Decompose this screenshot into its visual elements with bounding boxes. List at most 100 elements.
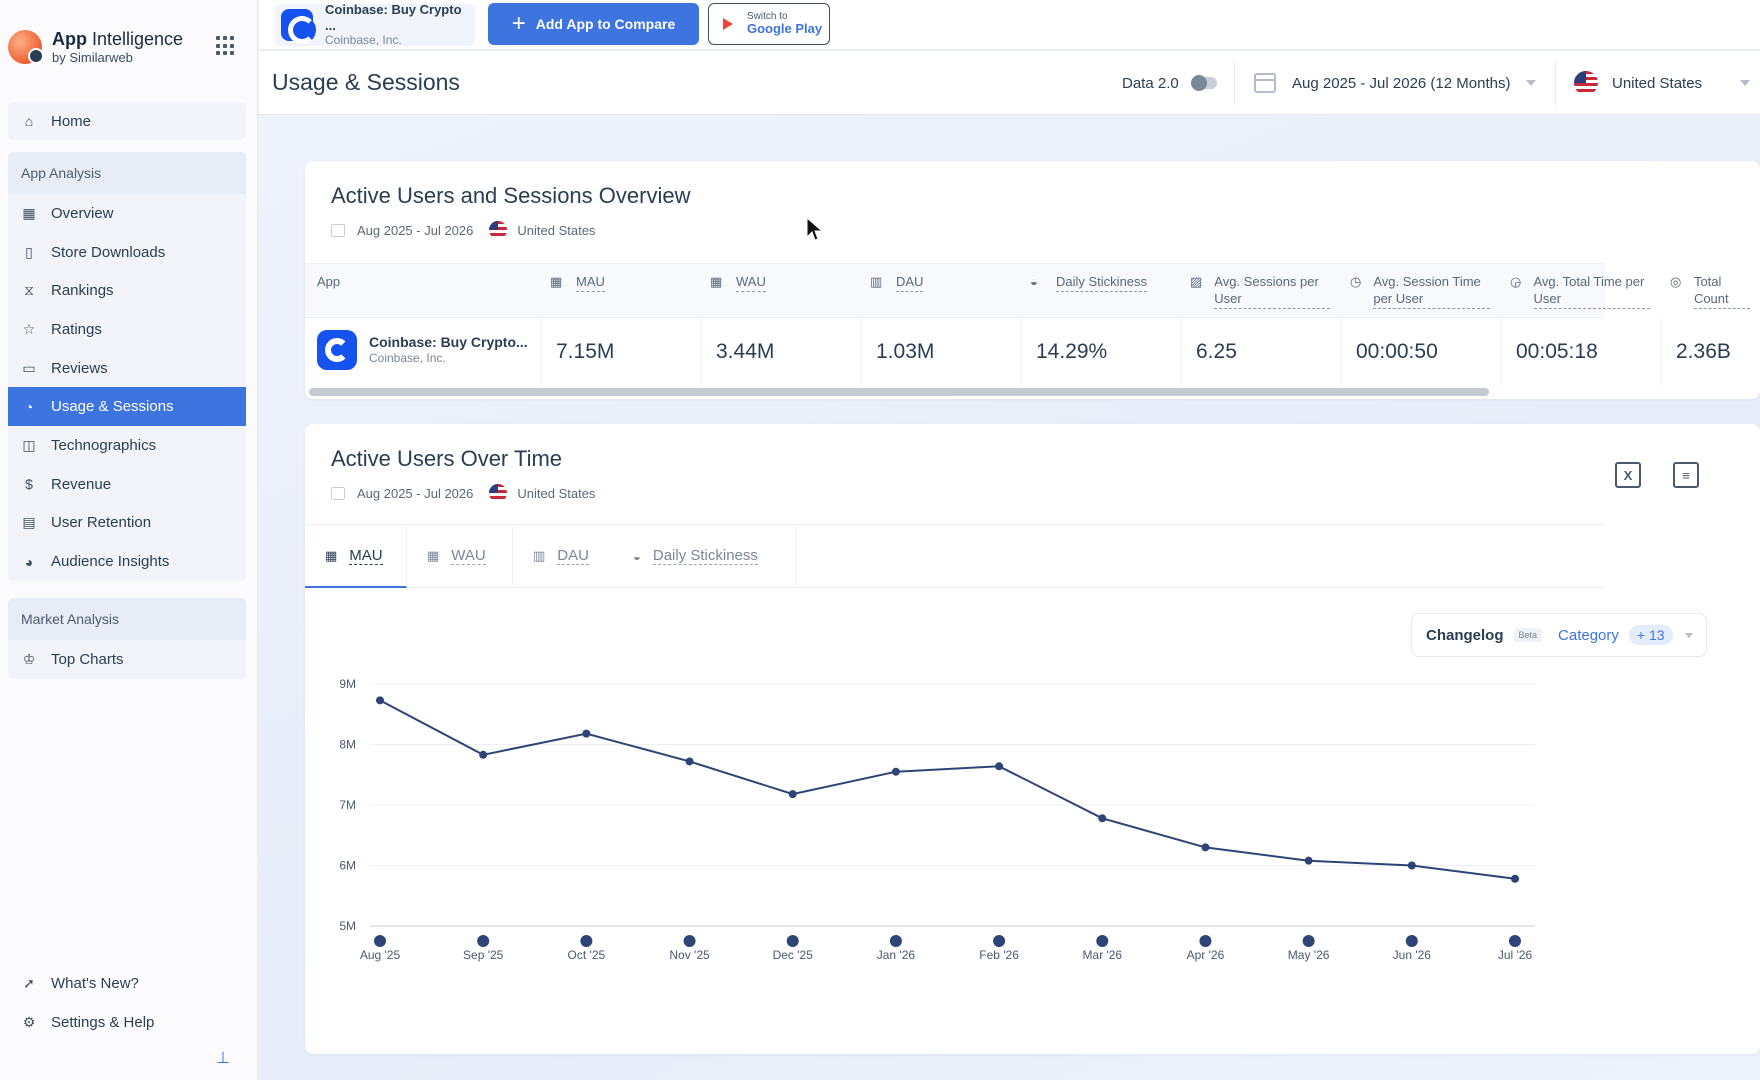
data-2-toggle[interactable]: Data 2.0	[1122, 51, 1217, 115]
selected-app-chip[interactable]: Coinbase: Buy Crypto ... Coinbase, Inc.	[275, 2, 475, 47]
market-analysis-header: Market Analysis	[8, 598, 246, 640]
metric-tabs: ▦ MAU ▦ WAU ▥ DAU ◒ Daily Stickiness	[305, 524, 1605, 588]
cell-daily-stickiness: 14.29%	[1021, 318, 1181, 386]
sidebar-item-audience-insights[interactable]: ◕ Audience Insights	[8, 542, 246, 581]
col-dau[interactable]: ▥ DAU	[870, 274, 924, 292]
active-users-card: Active Users Over Time Aug 2025 - Jul 20…	[305, 424, 1760, 1054]
dollar-icon: $	[25, 476, 33, 493]
overview-card: Active Users and Sessions Overview Aug 2…	[305, 161, 1760, 399]
data-point	[582, 729, 591, 738]
sidebar-item-whats-new[interactable]: ➚ What's New?	[8, 964, 246, 1003]
sidebar-item-ratings[interactable]: ☆ Ratings	[8, 310, 246, 349]
sidebar-item-label: Overview	[51, 204, 114, 222]
x-tick-label: May '26	[1288, 948, 1330, 962]
plus-icon: +	[511, 10, 526, 37]
sidebar-item-reviews[interactable]: ▭ Reviews	[8, 349, 246, 388]
data-point	[1304, 856, 1313, 865]
add-app-to-compare-button[interactable]: + Add App to Compare	[488, 3, 699, 45]
x-tick-label: Apr '26	[1187, 948, 1225, 962]
sidebar-item-store-downloads[interactable]: ▯ Store Downloads	[8, 233, 246, 272]
gear-icon: ⚙	[22, 1013, 36, 1030]
sidebar-item-top-charts[interactable]: ♔ Top Charts	[8, 640, 246, 679]
overview-app-cell[interactable]: Coinbase: Buy Crypto... Coinbase, Inc.	[317, 330, 528, 370]
app-analysis-header: App Analysis	[8, 152, 246, 194]
col-daily-stickiness[interactable]: ◒ Daily Stickiness	[1030, 274, 1148, 292]
sidebar-item-usage-sessions[interactable]: ◔ Usage & Sessions	[8, 387, 246, 427]
calendar-icon	[331, 223, 345, 237]
changelog-marker	[477, 935, 490, 947]
toggle-switch[interactable]	[1190, 75, 1217, 91]
tab-dau[interactable]: ▥ DAU	[533, 547, 589, 565]
cell-avg-sessions: 6.25	[1181, 318, 1341, 386]
col-app: App	[317, 274, 341, 289]
sidebar-item-overview[interactable]: ▦ Overview	[8, 194, 246, 233]
changelog-label: Changelog	[1426, 626, 1504, 644]
reviews-icon: ▭	[22, 359, 36, 376]
sidebar-item-label: Technographics	[51, 436, 157, 454]
app-name: Coinbase: Buy Crypto ...	[325, 2, 462, 33]
col-avg-session-time[interactable]: ◷ Avg. Session Time per User	[1350, 274, 1490, 309]
data-point	[685, 757, 694, 766]
market-analysis-group: Market Analysis ♔ Top Charts	[8, 598, 246, 679]
apps-grid-icon[interactable]	[216, 36, 236, 56]
category-label[interactable]: Category	[1558, 626, 1619, 644]
stickiness-icon: ◒	[1030, 274, 1038, 289]
tab-mau[interactable]: ▦ MAU	[305, 525, 407, 588]
y-tick-label: 5M	[339, 919, 356, 933]
col-mau[interactable]: ▦ MAU	[550, 274, 605, 292]
sidebar-bottom: ➚ What's New? ⚙ Settings & Help	[8, 964, 246, 1041]
brand-title: App Intelligence	[52, 29, 184, 49]
sidebar-item-label: Store Downloads	[51, 243, 166, 261]
changelog-marker	[1405, 935, 1418, 947]
col-total-count[interactable]: ◎ Total Count	[1670, 274, 1750, 309]
sidebar-item-revenue[interactable]: $ Revenue	[8, 465, 246, 504]
bar-chart-icon: ▥	[533, 548, 546, 563]
horizontal-scrollbar[interactable]	[309, 388, 1489, 396]
stickiness-icon: ◒	[633, 548, 641, 564]
x-tick-label: Oct '25	[568, 948, 606, 962]
tab-wau[interactable]: ▦ WAU	[407, 525, 513, 587]
active-users-date: Aug 2025 - Jul 2026	[357, 485, 474, 501]
data-point	[1201, 843, 1210, 852]
col-avg-sessions[interactable]: ▨ Avg. Sessions per User	[1190, 274, 1330, 309]
sidebar-item-label: Usage & Sessions	[51, 398, 174, 416]
excel-export-icon[interactable]: X	[1615, 462, 1641, 488]
col-avg-total-time[interactable]: ◶ Avg. Total Time per User	[1510, 274, 1650, 309]
sidebar-item-label: User Retention	[51, 514, 152, 532]
trophy-icon: ♔	[22, 650, 36, 667]
cell-avg-session-time: 00:00:50	[1341, 318, 1501, 386]
overview-date: Aug 2025 - Jul 2026	[357, 222, 474, 238]
add-app-label: Add App to Compare	[535, 16, 676, 32]
data-toggle-label: Data 2.0	[1122, 74, 1179, 92]
cell-total-count: 2.36B	[1661, 318, 1760, 386]
changelog-marker	[1096, 935, 1109, 947]
sidebar-item-settings-help[interactable]: ⚙ Settings & Help	[8, 1003, 246, 1042]
sidebar-item-technographics[interactable]: ◫ Technographics	[8, 426, 246, 465]
calendar-week-icon: ▦	[427, 548, 440, 563]
content-area: Active Users and Sessions Overview Aug 2…	[259, 116, 1760, 1080]
country-selector[interactable]: United States	[1574, 51, 1751, 115]
pdf-export-icon[interactable]: ≡	[1673, 462, 1699, 488]
beta-badge: Beta	[1513, 628, 1543, 642]
calendar-week-icon: ▦	[710, 274, 723, 289]
data-point	[1407, 861, 1416, 870]
date-range-label: Aug 2025 - Jul 2026 (12 Months)	[1292, 74, 1511, 92]
cell-dau: 1.03M	[861, 318, 1021, 386]
switch-store-button[interactable]: Switch to Google Play	[708, 3, 830, 45]
sidebar-home[interactable]: ⌂ Home	[8, 102, 246, 140]
date-range-picker[interactable]: Aug 2025 - Jul 2026 (12 Months)	[1254, 51, 1537, 115]
sidebar-item-rankings[interactable]: ⧖ Rankings	[8, 271, 246, 310]
tab-daily-stickiness[interactable]: ◒ Daily Stickiness	[613, 525, 797, 587]
calendar-icon	[1254, 73, 1276, 93]
col-wau[interactable]: ▦ WAU	[710, 274, 766, 292]
changelog-marker	[1302, 935, 1315, 947]
pin-icon[interactable]: ⊥	[216, 1050, 230, 1067]
cell-wau: 3.44M	[701, 318, 861, 386]
sidebar-item-user-retention[interactable]: ▤ User Retention	[8, 504, 246, 543]
users-icon: ◎	[1670, 274, 1682, 289]
changelog-filter[interactable]: Changelog Beta Category + 13	[1411, 613, 1707, 657]
sidebar-item-label: Rankings	[51, 282, 114, 300]
cell-avg-total-time: 00:05:18	[1501, 318, 1661, 386]
brand[interactable]: App Intelligence by Similarweb	[8, 26, 250, 68]
sidebar-item-label: Top Charts	[51, 650, 124, 668]
